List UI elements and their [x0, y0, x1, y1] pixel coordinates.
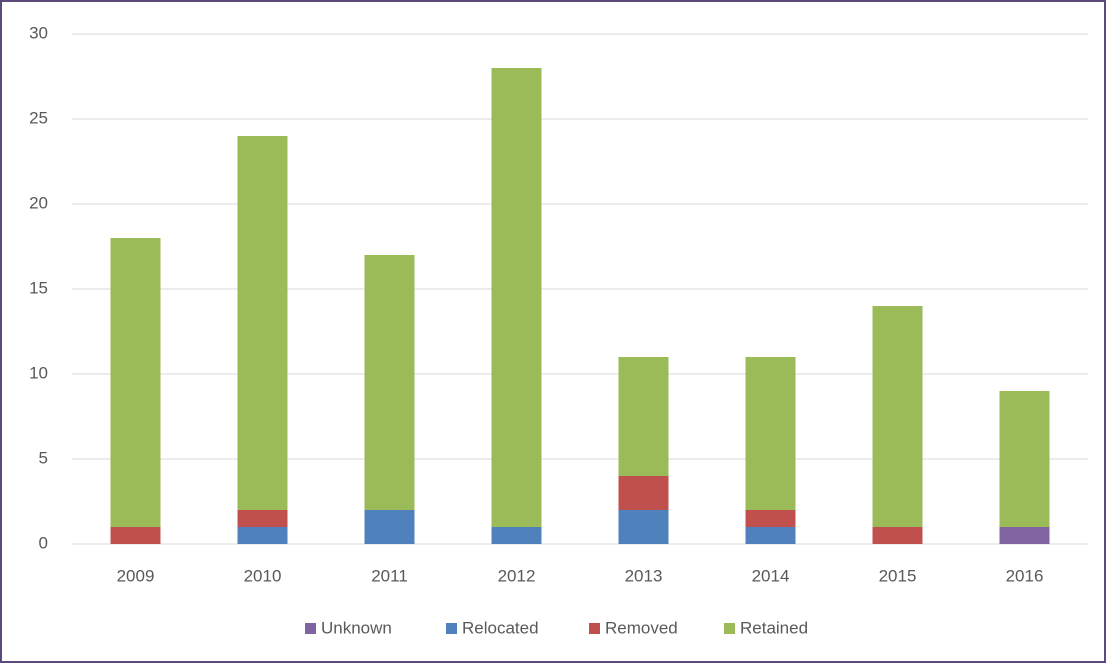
y-tick-label: 5	[39, 448, 48, 467]
bar-segment	[237, 527, 288, 544]
bar-segment	[872, 527, 923, 544]
bar-segment	[618, 510, 669, 544]
legend-swatch	[446, 623, 457, 634]
bar-segment	[745, 527, 796, 544]
x-tick-label: 2015	[879, 566, 917, 585]
legend-swatch	[724, 623, 735, 634]
x-tick-label: 2011	[371, 566, 408, 585]
legend-swatch	[305, 623, 316, 634]
y-tick-label: 30	[29, 23, 48, 42]
legend-label: Retained	[740, 618, 808, 637]
bar-segment	[618, 357, 669, 476]
bar-segment	[872, 306, 923, 527]
legend-label: Relocated	[462, 618, 539, 637]
bar-segment	[999, 527, 1050, 544]
legend-label: Unknown	[321, 618, 392, 637]
bar-segment	[110, 527, 161, 544]
bar-segment	[364, 255, 415, 510]
bar-segment	[237, 510, 288, 527]
x-tick-label: 2014	[752, 566, 790, 585]
x-tick-label: 2016	[1006, 566, 1044, 585]
bar-segment	[999, 391, 1050, 527]
x-tick-label: 2010	[244, 566, 282, 585]
bar-segment	[745, 357, 796, 510]
legend-label: Removed	[605, 618, 678, 637]
bar-segment	[618, 476, 669, 510]
bar-segment	[491, 68, 542, 527]
bar-segment	[110, 238, 161, 527]
legend-swatch	[589, 623, 600, 634]
bar-segment	[745, 510, 796, 527]
y-tick-label: 15	[29, 278, 48, 297]
y-tick-label: 0	[39, 533, 48, 552]
y-tick-label: 10	[29, 363, 48, 382]
bar-segment	[364, 510, 415, 544]
y-tick-label: 25	[29, 108, 48, 127]
y-tick-label: 20	[29, 193, 48, 212]
bar-segment	[237, 136, 288, 510]
x-tick-label: 2013	[625, 566, 663, 585]
bar-segment	[491, 527, 542, 544]
x-tick-label: 2009	[117, 566, 155, 585]
x-tick-label: 2012	[498, 566, 536, 585]
